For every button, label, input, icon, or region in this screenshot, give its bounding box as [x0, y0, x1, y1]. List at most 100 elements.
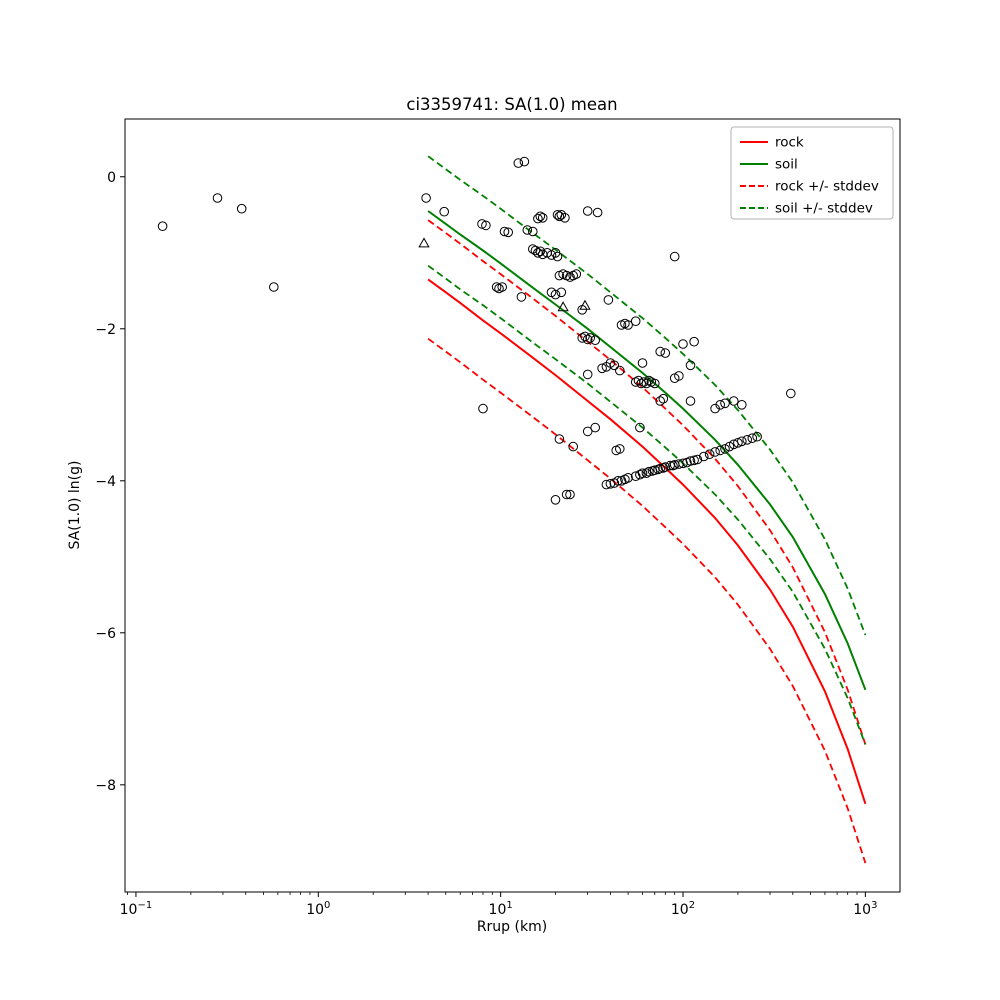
scatter-point-circle	[519, 156, 530, 167]
scatter-point-circle	[561, 489, 572, 500]
scatter-point-circle	[650, 378, 660, 389]
scatter-point-circle	[737, 436, 747, 447]
scatter-point-circle	[497, 282, 508, 292]
scatter-point-circle	[641, 468, 652, 479]
curve-rock-lower-stddev	[427, 337, 867, 864]
scatter-point-circle	[660, 348, 671, 358]
scatter-point-circle	[678, 458, 688, 469]
x-tick-label: 103	[853, 900, 877, 918]
scatter-point-circle	[674, 371, 684, 381]
scatter-point-circle	[582, 369, 593, 380]
scatter-point-triangle	[418, 237, 430, 248]
scatter-point-circle	[685, 360, 696, 371]
scatter-point-circle	[720, 398, 730, 409]
scatter-point-circle	[556, 287, 567, 298]
x-tick-label: 101	[489, 900, 513, 918]
legend: rock soil rock +/- stddev soil +/- stddev	[730, 126, 894, 220]
scatter-point-circle	[692, 454, 703, 465]
y-tick-label: −2	[95, 322, 116, 338]
curve-soil-mean	[427, 210, 867, 691]
legend-label: rock +/- stddev	[775, 179, 879, 195]
scatter-point-circle	[516, 292, 527, 302]
scatter-point-circle	[635, 422, 645, 433]
axes-layer: 10−1 100 101 102 103 0 −2 −4 −6 −8	[95, 118, 901, 918]
scatter-point-circle	[639, 377, 649, 387]
scatter-point-circle	[601, 479, 612, 490]
scatter-point-circle	[655, 396, 666, 406]
scatter-point-circle	[689, 455, 699, 466]
scatter-point-circle	[658, 393, 669, 404]
curve-soil-upper-stddev	[427, 155, 867, 636]
scatter-point-circle	[556, 210, 567, 220]
scatter-point-circle	[615, 444, 625, 454]
scatter-point-circle	[582, 334, 593, 345]
scatter-point-circle	[236, 203, 247, 214]
scatter-point-circle	[729, 396, 739, 406]
scatter-point-circle	[786, 388, 796, 399]
x-tick-label: 10−1	[120, 900, 153, 918]
scatter-point-circle	[660, 462, 671, 472]
scatter-point-circle	[733, 438, 743, 448]
scatter-point-triangle	[579, 299, 591, 310]
scatter-point-circle	[635, 469, 645, 480]
scatter-point-circle	[613, 476, 623, 486]
curve-rock-upper-stddev	[427, 219, 867, 745]
scatter-point-circle	[577, 305, 588, 315]
scatter-layer	[157, 156, 796, 505]
scatter-point-circle	[742, 435, 753, 445]
scatter-point-circle	[615, 365, 625, 376]
scatter-point-circle	[623, 320, 633, 330]
scatter-point-circle	[550, 289, 561, 300]
scatter-point-circle	[535, 211, 546, 222]
plot-spines	[124, 118, 901, 893]
y-tick-label: 0	[107, 170, 116, 186]
scatter-point-circle	[582, 206, 593, 216]
scatter-point-circle	[752, 431, 762, 442]
x-tick-label: 102	[671, 900, 695, 918]
legend-frame	[730, 126, 894, 220]
scatter-point-circle	[747, 433, 758, 444]
scatter-point-circle	[478, 403, 488, 414]
scatter-point-circle	[630, 471, 641, 482]
scatter-point-circle	[710, 403, 720, 414]
scatter-point-circle	[513, 158, 524, 168]
scatter-point-circle	[533, 213, 543, 224]
scatter-point-circle	[560, 213, 570, 223]
legend-label: rock	[775, 135, 804, 151]
scatter-point-circle	[678, 339, 688, 349]
scatter-point-circle	[582, 426, 593, 437]
scatter-point-circle	[552, 251, 563, 262]
scatter-point-circle	[568, 441, 579, 452]
scatter-point-circle	[704, 449, 715, 460]
scatter-point-circle	[668, 460, 678, 471]
scatter-point-circle	[528, 226, 538, 237]
scatter-point-circle	[710, 447, 720, 457]
scatter-point-circle	[580, 331, 590, 342]
scatter-point-circle	[554, 211, 565, 222]
scatter-point-triangle	[557, 301, 569, 312]
scatter-point-circle	[212, 193, 223, 203]
scatter-point-circle	[669, 251, 680, 262]
scatter-point-circle	[571, 269, 582, 279]
y-axis-label: SA(1.0) ln(g)	[67, 461, 83, 550]
scatter-point-circle	[481, 220, 491, 231]
curve-soil-lower-stddev	[427, 264, 867, 745]
scatter-point-circle	[592, 207, 603, 218]
scatter-point-circle	[637, 358, 648, 368]
scatter-point-circle	[603, 295, 614, 305]
scatter-point-circle	[699, 451, 709, 462]
y-tick-label: −8	[95, 778, 116, 794]
scatter-point-circle	[623, 473, 633, 483]
scatter-point-circle	[554, 434, 565, 444]
scatter-point-circle	[685, 456, 696, 466]
legend-label: soil	[775, 157, 798, 173]
scatter-point-circle	[689, 336, 699, 347]
scatter-point-circle	[499, 226, 510, 237]
scatter-point-circle	[720, 444, 730, 454]
scatter-point-circle	[590, 335, 601, 346]
scatter-point-circle	[597, 363, 607, 374]
scatter-point-circle	[644, 466, 654, 477]
scatter-point-circle	[477, 219, 487, 229]
y-tick-label: −6	[95, 626, 116, 642]
